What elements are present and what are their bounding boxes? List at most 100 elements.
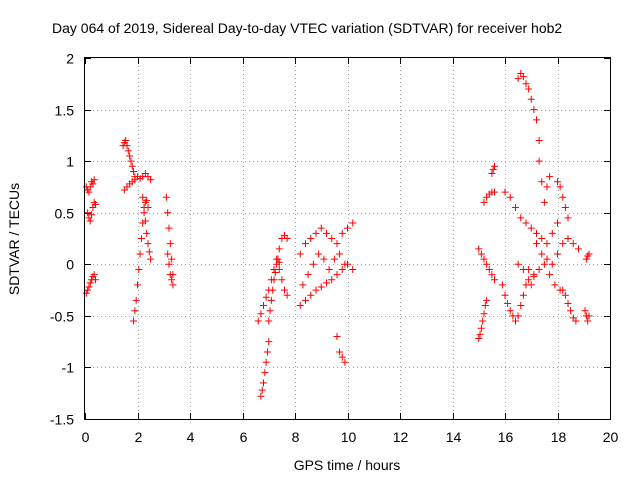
data-point	[90, 271, 98, 279]
tick-marks	[85, 58, 611, 420]
data-point	[328, 276, 336, 284]
x-tick-label: 10	[341, 429, 357, 445]
plot-frame	[84, 57, 611, 420]
data-point	[123, 142, 131, 150]
data-point	[559, 240, 567, 248]
data-point	[491, 276, 498, 284]
data-point	[485, 265, 493, 273]
data-point	[581, 307, 589, 315]
data-point	[488, 170, 496, 178]
series-s19	[480, 188, 498, 206]
data-point	[479, 317, 487, 325]
series-s24	[535, 157, 554, 206]
data-point	[548, 229, 556, 237]
series-s17	[333, 332, 349, 366]
data-point	[538, 178, 546, 186]
data-point	[330, 255, 338, 263]
data-point	[554, 178, 561, 186]
data-point	[519, 73, 527, 81]
data-point	[266, 307, 274, 315]
data-point	[164, 250, 172, 258]
data-point	[143, 196, 151, 204]
data-point	[275, 265, 283, 273]
data-point	[165, 224, 173, 232]
series-s20	[475, 245, 498, 284]
data-point	[136, 250, 144, 258]
data-point	[341, 260, 349, 268]
data-point	[122, 137, 130, 145]
data-point	[92, 200, 99, 208]
data-point	[480, 198, 488, 206]
data-point	[307, 235, 315, 242]
data-point	[538, 250, 546, 258]
data-point	[296, 302, 304, 310]
data-point	[312, 229, 320, 237]
data-point	[302, 240, 309, 248]
data-point	[584, 317, 592, 325]
data-point	[514, 260, 522, 268]
y-axis-label: SDTVAR / TECUs	[6, 183, 22, 295]
data-point	[338, 353, 346, 361]
x-tick-label: 4	[187, 429, 195, 445]
data-point	[328, 235, 336, 242]
data-point	[480, 255, 488, 263]
data-point	[258, 386, 266, 394]
data-point	[533, 240, 540, 248]
y-tick-label: 1.5	[55, 103, 75, 119]
data-point	[262, 358, 270, 366]
y-tick-label: -1.5	[50, 412, 74, 428]
series-s1	[82, 176, 98, 196]
data-point	[514, 312, 522, 320]
series-s27	[533, 235, 582, 268]
y-tick-label: -0.5	[50, 309, 74, 325]
data-point	[302, 296, 309, 304]
data-point	[131, 307, 139, 315]
data-point	[84, 286, 92, 294]
series-s21	[488, 162, 498, 178]
data-point	[281, 286, 288, 294]
data-point	[540, 198, 548, 206]
data-point	[254, 317, 262, 325]
data-point	[530, 271, 538, 279]
data-point	[543, 255, 551, 263]
series-s28	[554, 178, 572, 222]
data-point	[546, 173, 554, 181]
series-s31	[582, 250, 593, 263]
data-point	[533, 229, 540, 237]
x-tick-label: 2	[135, 429, 143, 445]
data-point	[166, 240, 174, 248]
data-point	[533, 116, 540, 124]
data-point	[299, 281, 307, 289]
x-axis-label: GPS time / hours	[294, 457, 401, 473]
series-s6	[130, 196, 152, 325]
series-s5	[120, 170, 155, 194]
data-point	[517, 302, 525, 310]
data-point	[525, 265, 533, 273]
data-point	[561, 291, 569, 299]
data-point	[514, 75, 522, 83]
data-point	[551, 281, 559, 289]
x-tick-label: 8	[292, 429, 300, 445]
y-tick-label: 2	[66, 51, 74, 67]
data-point	[561, 204, 569, 212]
data-point	[320, 255, 328, 263]
data-point	[506, 193, 514, 201]
data-point	[341, 358, 349, 366]
data-point	[517, 214, 525, 222]
data-point	[127, 157, 135, 165]
series-s30	[581, 307, 593, 325]
data-point	[265, 338, 273, 346]
data-point	[498, 281, 506, 289]
data-point	[257, 310, 265, 318]
series-s7	[139, 193, 155, 263]
data-point	[559, 286, 567, 294]
data-point	[546, 271, 554, 279]
data-point	[82, 289, 90, 297]
data-point	[296, 250, 304, 258]
data-point	[269, 286, 277, 294]
data-point	[278, 276, 286, 284]
data-point	[260, 302, 267, 310]
data-point	[535, 157, 543, 165]
data-point	[147, 176, 155, 184]
data-point	[307, 291, 315, 299]
